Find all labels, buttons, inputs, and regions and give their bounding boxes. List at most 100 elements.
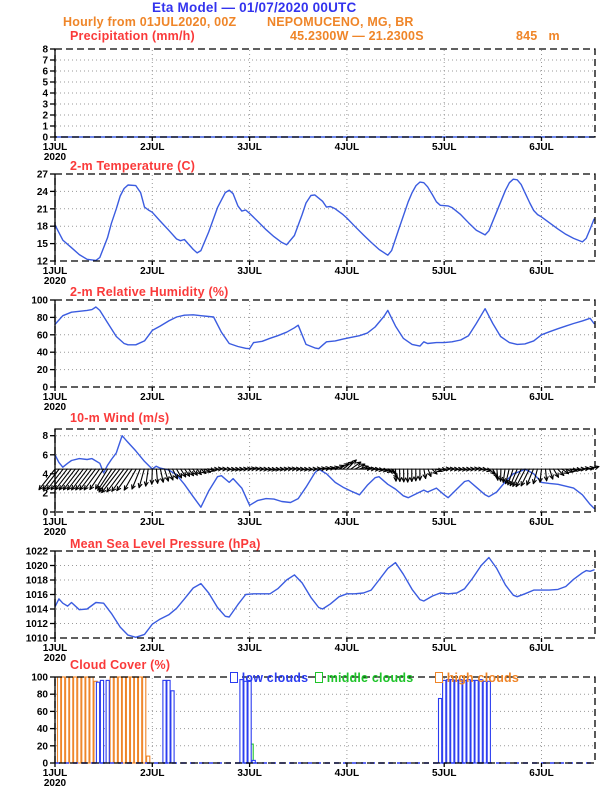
legend-low-clouds-label: low clouds (241, 671, 309, 685)
panel-title-pressure: Mean Sea Level Pressure (hPa) (70, 537, 261, 551)
svg-text:0: 0 (42, 508, 48, 519)
svg-text:2020: 2020 (44, 152, 67, 163)
svg-text:5JUL: 5JUL (432, 517, 456, 528)
svg-text:2020: 2020 (44, 527, 67, 538)
panel-relative_humidity_2m: 0 20 40 60 80 100 1JUL2020 2JUL 3JUL 4JUL 5JUL 6JUL (31, 296, 596, 413)
svg-text:80: 80 (37, 313, 49, 324)
svg-text:60: 60 (37, 707, 49, 718)
svg-text:2JUL: 2JUL (140, 142, 164, 153)
svg-text:8: 8 (42, 431, 48, 442)
legend-middle-clouds: middle clouds (300, 659, 413, 698)
svg-text:5JUL: 5JUL (432, 768, 456, 779)
svg-text:2020: 2020 (44, 402, 67, 413)
svg-text:7: 7 (42, 56, 48, 67)
panel-title-precipitation: Precipitation (mm/h) (70, 29, 195, 43)
high-clouds-legend-icon (434, 672, 443, 683)
svg-text:40: 40 (37, 348, 49, 359)
high-cloud-bars (56, 676, 151, 764)
svg-text:6: 6 (42, 450, 48, 461)
svg-text:20: 20 (37, 365, 49, 376)
svg-text:20: 20 (37, 741, 49, 752)
svg-text:1JUL: 1JUL (43, 266, 67, 277)
page-title: Eta Model — 01/07/2020 00UTC (152, 0, 357, 15)
svg-text:1020: 1020 (26, 561, 49, 572)
svg-text:1012: 1012 (26, 619, 49, 630)
svg-text:24: 24 (37, 187, 49, 198)
svg-text:3: 3 (42, 100, 48, 111)
svg-text:1JUL: 1JUL (43, 517, 67, 528)
svg-text:4JUL: 4JUL (335, 643, 359, 654)
svg-text:15: 15 (37, 239, 49, 250)
svg-text:4JUL: 4JUL (335, 142, 359, 153)
svg-text:21: 21 (37, 204, 49, 215)
panel-wind_10m: 0 2 4 6 8 1JUL2020 2JUL 3JUL 4JUL 5JUL 6JUL (38, 428, 600, 538)
svg-text:0: 0 (42, 133, 48, 144)
svg-text:3JUL: 3JUL (237, 643, 261, 654)
svg-text:4: 4 (42, 89, 48, 100)
legend-high-clouds: high clouds (420, 659, 519, 698)
svg-text:2020: 2020 (44, 653, 67, 664)
svg-text:3JUL: 3JUL (237, 768, 261, 779)
svg-text:60: 60 (37, 330, 49, 341)
svg-text:100: 100 (31, 673, 48, 684)
svg-text:1JUL: 1JUL (43, 768, 67, 779)
svg-text:100: 100 (31, 296, 48, 307)
station-name-label: NEPOMUCENO, MG, BR (267, 15, 414, 29)
svg-text:80: 80 (37, 690, 49, 701)
svg-text:1JUL: 1JUL (43, 142, 67, 153)
svg-text:27: 27 (37, 170, 49, 181)
low-clouds-legend-icon (229, 672, 238, 683)
panel-temperature_2m: 12 15 18 21 24 27 1JUL2020 2JUL 3JUL 4JUL 5JUL 6JUL (37, 170, 596, 287)
svg-text:5JUL: 5JUL (432, 392, 456, 403)
svg-text:5JUL: 5JUL (432, 643, 456, 654)
svg-text:6JUL: 6JUL (529, 266, 553, 277)
2m-temperature-line (54, 178, 595, 262)
legend-high-clouds-label: high clouds (446, 671, 520, 685)
svg-text:12: 12 (37, 257, 49, 268)
svg-text:3JUL: 3JUL (237, 266, 261, 277)
svg-text:1: 1 (42, 122, 48, 133)
svg-text:6JUL: 6JUL (529, 142, 553, 153)
panel-cloud_cover: 0 20 40 60 80 100 1JUL2020 2JUL 3JUL 4JUL 5JUL 6JUL (31, 673, 596, 789)
svg-text:2JUL: 2JUL (140, 643, 164, 654)
svg-text:5JUL: 5JUL (432, 266, 456, 277)
svg-text:1JUL: 1JUL (43, 643, 67, 654)
svg-text:3JUL: 3JUL (237, 392, 261, 403)
10m-wind-speed-line (54, 435, 595, 509)
svg-text:6JUL: 6JUL (529, 392, 553, 403)
svg-text:2JUL: 2JUL (140, 768, 164, 779)
svg-text:5: 5 (42, 78, 48, 89)
svg-text:2: 2 (42, 488, 48, 499)
legend-low-clouds: low clouds (215, 659, 308, 698)
svg-text:6JUL: 6JUL (529, 643, 553, 654)
panel-title-temperature: 2-m Temperature (C) (70, 159, 196, 173)
panel-title-cloud-cover: Cloud Cover (%) (70, 658, 171, 672)
svg-text:0: 0 (42, 759, 48, 770)
station-elevation-label: 845 m (516, 29, 560, 43)
svg-text:4JUL: 4JUL (335, 266, 359, 277)
svg-text:2: 2 (42, 111, 48, 122)
svg-text:2020: 2020 (44, 778, 67, 789)
mean-sea-level-pressure-line (54, 556, 595, 638)
panel-mslp: 1010 1012 1014 1016 1018 1020 1022 1JUL2020 2JUL… (26, 547, 596, 664)
svg-text:0: 0 (42, 383, 48, 394)
svg-text:4JUL: 4JUL (335, 392, 359, 403)
svg-text:2JUL: 2JUL (140, 517, 164, 528)
svg-text:1022: 1022 (26, 547, 49, 558)
svg-text:5JUL: 5JUL (432, 142, 456, 153)
middle-clouds-legend-icon (314, 672, 323, 683)
wind-direction-arrows (38, 459, 600, 494)
svg-text:6: 6 (42, 67, 48, 78)
legend-middle-clouds-label: middle clouds (326, 671, 414, 685)
svg-text:2JUL: 2JUL (140, 392, 164, 403)
svg-text:1018: 1018 (26, 576, 49, 587)
svg-text:6JUL: 6JUL (529, 768, 553, 779)
station-coordinates-label: 45.2300W — 21.2300S (290, 29, 424, 43)
run-info-label: Hourly from 01JUL2020, 00Z (63, 15, 237, 29)
svg-text:8: 8 (42, 45, 48, 56)
panel-title-wind: 10-m Wind (m/s) (70, 411, 170, 425)
svg-text:1016: 1016 (26, 590, 49, 601)
